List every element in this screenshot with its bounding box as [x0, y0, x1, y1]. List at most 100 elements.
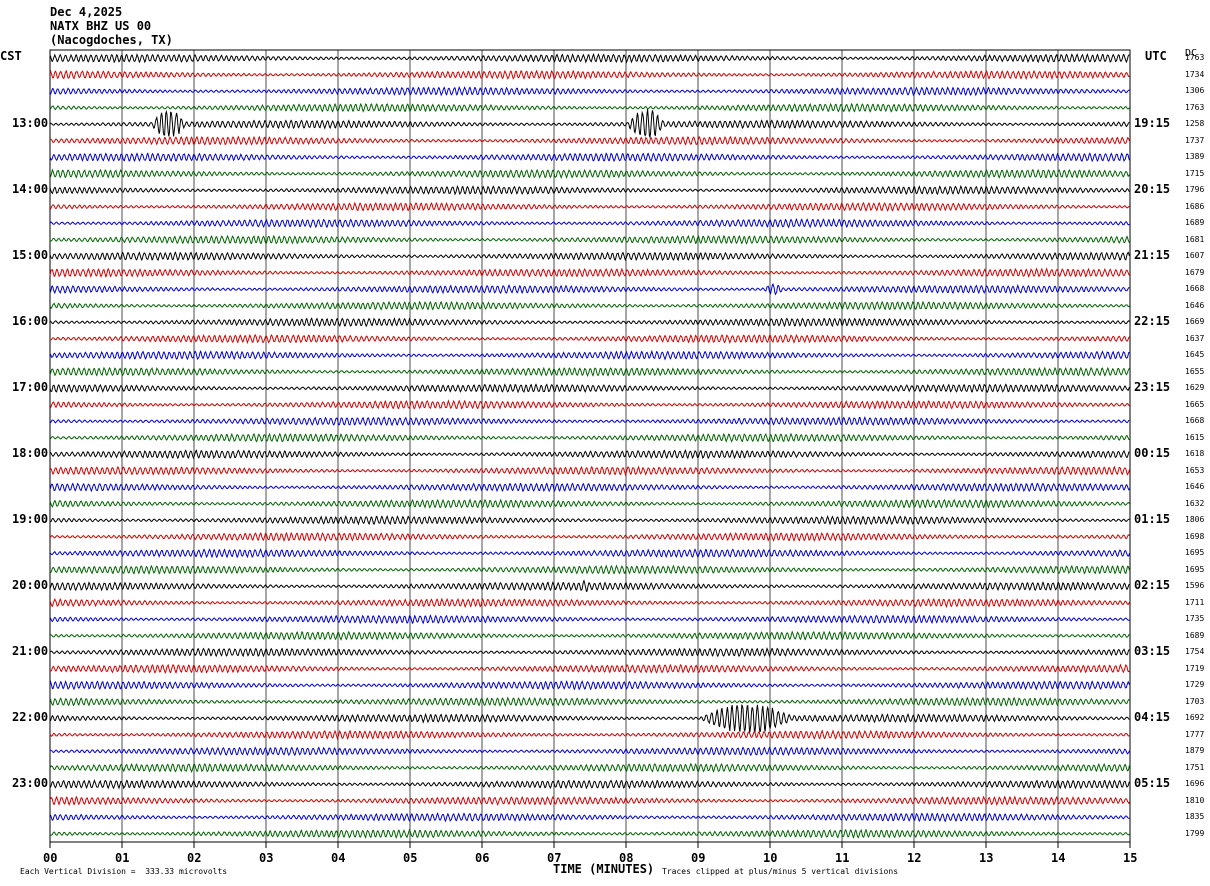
trace-line	[49, 432, 1130, 443]
x-axis-title: TIME (MINUTES)	[553, 862, 655, 876]
trace-line	[49, 579, 1130, 593]
trace-line	[49, 267, 1130, 278]
trace-line	[49, 663, 1130, 675]
trace-line	[49, 482, 1130, 493]
dc-offset-label: 1681	[1185, 234, 1205, 244]
trace-line	[49, 184, 1130, 196]
dc-offset-label: 1751	[1185, 762, 1205, 772]
utc-hour-label: 21:15	[1134, 248, 1171, 263]
trace-line	[49, 729, 1130, 741]
utc-hour-label: 23:15	[1134, 380, 1171, 395]
trace-line	[49, 762, 1130, 774]
cst-hour-label: 23:00	[12, 776, 49, 791]
dc-offset-label: 1596	[1185, 581, 1205, 591]
dc-offset-label: 1777	[1185, 729, 1205, 739]
dc-offset-label: 1646	[1185, 482, 1205, 492]
trace-line	[49, 366, 1130, 377]
trace-line	[49, 217, 1130, 229]
trace-line	[49, 746, 1130, 757]
trace-line	[49, 696, 1130, 707]
trace-line	[49, 85, 1130, 97]
dc-offset-label: 1665	[1185, 399, 1205, 409]
utc-hour-label: 00:15	[1134, 446, 1171, 461]
trace-line	[49, 168, 1130, 180]
dc-offset-label: 1806	[1185, 515, 1205, 525]
dc-offset-label: 1646	[1185, 300, 1205, 310]
dc-offset-label: 1258	[1185, 119, 1205, 129]
utc-hour-label: 05:15	[1134, 776, 1171, 791]
station-location: (Nacogdoches, TX)	[50, 33, 173, 47]
dc-offset-label: 1763	[1185, 102, 1205, 112]
scale-note: Each Vertical Division = 333.33 microvol…	[20, 867, 228, 876]
x-tick-label: 01	[115, 851, 130, 865]
dc-offset-label: 1615	[1185, 432, 1205, 442]
dc-offset-label: 1306	[1185, 86, 1205, 96]
utc-hour-label: 03:15	[1134, 644, 1171, 659]
trace-line	[49, 317, 1130, 328]
trace-line	[49, 828, 1130, 839]
dc-offset-label: 1686	[1185, 201, 1205, 211]
dc-offset-label: 1669	[1185, 317, 1205, 327]
x-tick-label: 05	[403, 851, 418, 865]
cst-hour-label: 16:00	[12, 314, 49, 329]
dc-offset-label: 1632	[1185, 498, 1205, 508]
dc-offset-label: 1711	[1185, 597, 1205, 607]
dc-offset-label: 1810	[1185, 795, 1205, 805]
station-code: NATX BHZ US 00	[50, 19, 152, 33]
trace-line	[49, 564, 1130, 575]
trace-line	[49, 465, 1130, 477]
trace-line	[49, 597, 1130, 609]
dc-offset-label: 1799	[1185, 828, 1205, 838]
trace-line	[49, 680, 1130, 691]
dc-offset-label: 1679	[1185, 267, 1205, 277]
utc-hour-label: 22:15	[1134, 314, 1171, 329]
x-tick-label: 07	[547, 851, 562, 865]
cst-hour-label: 13:00	[12, 116, 49, 131]
utc-hour-label: 02:15	[1134, 578, 1171, 593]
trace-line	[49, 498, 1130, 509]
trace-line	[49, 251, 1130, 262]
trace-line	[49, 109, 1130, 140]
x-tick-label: 03	[259, 851, 274, 865]
dc-offset-label: 1763	[1185, 53, 1205, 63]
x-tick-label: 10	[763, 851, 778, 865]
trace-line	[49, 52, 1130, 64]
trace-line	[49, 102, 1130, 113]
trace-line	[49, 531, 1130, 543]
cst-hour-label: 19:00	[12, 512, 49, 527]
dc-offset-label: 1879	[1185, 746, 1205, 756]
dc-axis-label: DC	[1185, 48, 1198, 59]
trace-line	[49, 201, 1130, 212]
cst-hour-label: 20:00	[12, 578, 49, 593]
trace-line	[49, 300, 1130, 311]
trace-line	[49, 630, 1130, 641]
cst-hour-label: 17:00	[12, 380, 49, 395]
trace-line	[49, 449, 1130, 460]
dc-offset-label: 1668	[1185, 284, 1205, 294]
dc-offset-label: 1637	[1185, 333, 1205, 343]
dc-offset-label: 1734	[1185, 69, 1205, 79]
dc-offset-label: 1653	[1185, 465, 1205, 475]
x-tick-label: 13	[979, 851, 994, 865]
dc-offset-label: 1737	[1185, 135, 1205, 145]
x-tick-label: 12	[907, 851, 922, 865]
x-tick-label: 04	[331, 851, 346, 865]
dc-offset-label: 1629	[1185, 383, 1205, 393]
trace-line	[49, 614, 1130, 625]
trace-line	[49, 399, 1130, 410]
dc-offset-label: 1655	[1185, 366, 1205, 376]
trace-line	[49, 415, 1130, 427]
trace-line	[49, 548, 1130, 559]
trace-line	[49, 349, 1130, 361]
trace-line	[49, 795, 1130, 806]
trace-line	[49, 283, 1130, 296]
x-tick-label: 08	[619, 851, 634, 865]
dc-offset-label: 1645	[1185, 350, 1205, 360]
trace-line	[49, 812, 1130, 823]
trace-line	[49, 333, 1130, 345]
cst-hour-label: 18:00	[12, 446, 49, 461]
trace-line	[49, 647, 1130, 658]
x-tick-label: 00	[43, 851, 58, 865]
utc-hour-label: 04:15	[1134, 710, 1171, 725]
